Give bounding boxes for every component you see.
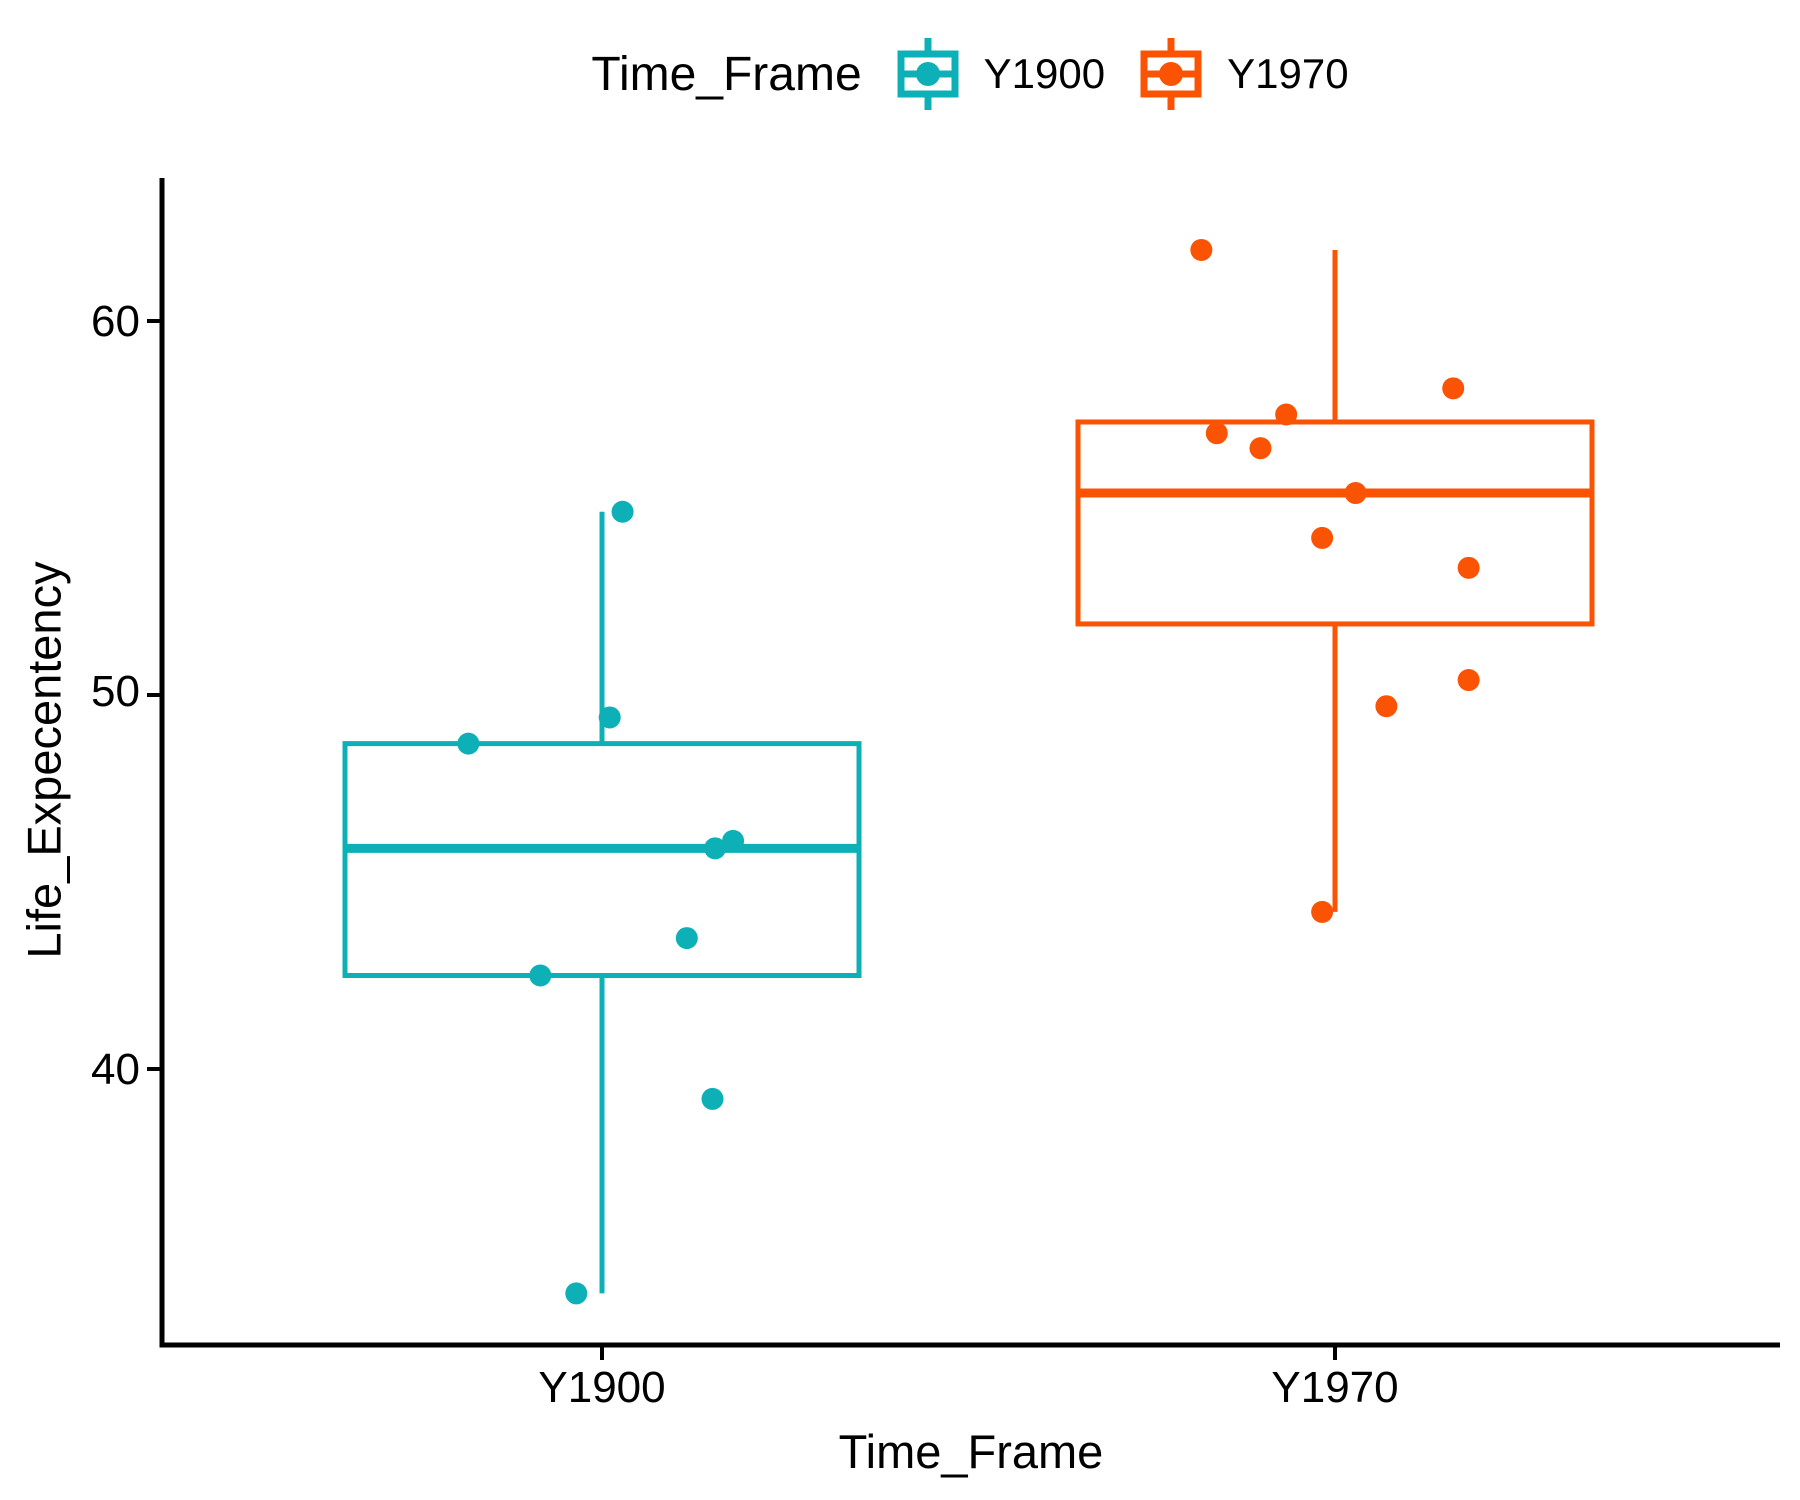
jitter-point-y1970 <box>1205 422 1228 445</box>
jitter-point-y1970 <box>1442 377 1465 400</box>
jitter-point-y1900 <box>598 706 621 729</box>
y-tick-label-40: 40 <box>91 1045 140 1094</box>
y-tick-label-50: 50 <box>91 667 140 716</box>
jitter-point-y1900 <box>529 964 552 987</box>
legend-title: Time_Frame <box>591 47 862 101</box>
box-y1970 <box>1075 419 1595 627</box>
jitter-point-y1970 <box>1457 556 1480 579</box>
jitter-point-y1970 <box>1190 238 1213 261</box>
boxplot-key-icon-y1970 <box>1135 38 1207 110</box>
jitter-point-y1900 <box>722 829 745 852</box>
x-tick-label-y1970: Y1970 <box>1271 1363 1399 1412</box>
x-tick-label-y1900: Y1900 <box>538 1363 666 1412</box>
x-axis-title: Time_Frame <box>838 1425 1104 1478</box>
jitter-point-y1900 <box>565 1282 588 1305</box>
boxplot-key-icon-y1900 <box>892 38 964 110</box>
jitter-point-y1900 <box>457 732 480 755</box>
jitter-point-y1900 <box>611 500 634 523</box>
box-y1900 <box>342 741 862 978</box>
y-tick-label-60: 60 <box>91 297 140 346</box>
jitter-point-y1900 <box>675 927 698 950</box>
legend-label-y1970: Y1970 <box>1227 50 1349 97</box>
jitter-point-y1900 <box>701 1087 724 1110</box>
jitter-point-y1970 <box>1311 900 1334 923</box>
legend-label-y1900: Y1900 <box>983 50 1106 97</box>
jitter-point-y1970 <box>1311 526 1334 549</box>
legend-entry-y1970: Y1970 <box>1135 38 1349 110</box>
jitter-point-y1970 <box>1249 437 1272 460</box>
y-axis-title: Life_Expecentency <box>17 561 71 959</box>
jitter-point-y1970 <box>1457 669 1480 692</box>
legend: Time_Frame Y1900 <box>140 26 1800 122</box>
legend-entry-y1900: Y1900 <box>892 38 1105 110</box>
jitter-point-y1900 <box>704 837 727 860</box>
jitter-point-y1970 <box>1275 403 1298 426</box>
jitter-point-y1970 <box>1344 482 1367 505</box>
jitter-point-y1970 <box>1375 695 1398 718</box>
